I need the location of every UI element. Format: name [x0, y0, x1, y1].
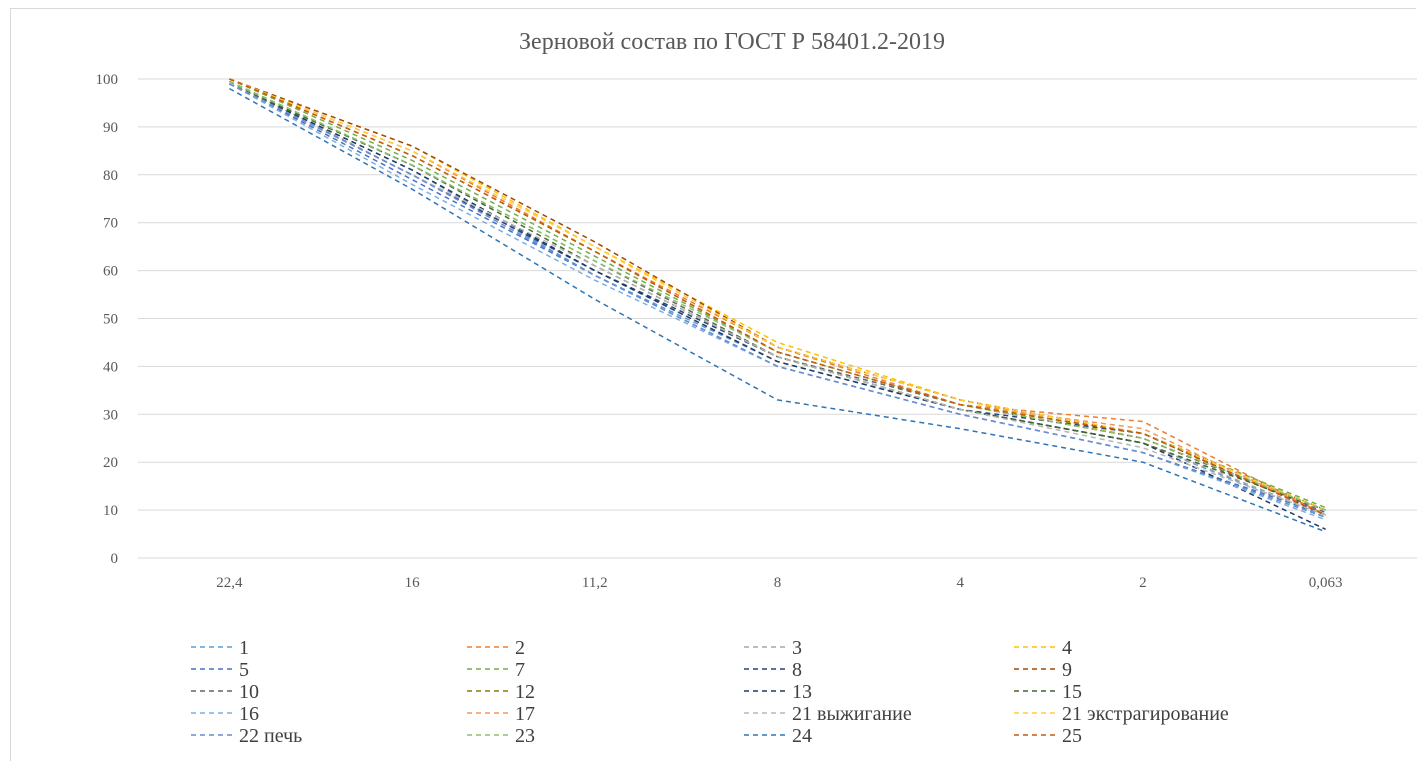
legend-item: 2 — [467, 637, 525, 659]
legend-label: 1 — [239, 637, 249, 659]
y-tick-label: 100 — [96, 72, 119, 88]
chart-frame: Зерновой состав по ГОСТ Р 58401.2-2019 0… — [10, 8, 1417, 761]
chart-canvas: Зерновой состав по ГОСТ Р 58401.2-2019 0… — [96, 29, 1417, 747]
legend-item: 17 — [467, 703, 535, 725]
chart-title: Зерновой состав по ГОСТ Р 58401.2-2019 — [519, 29, 945, 55]
legend-item: 23 — [467, 725, 535, 747]
legend-item: 21 выжигание — [744, 703, 912, 725]
x-tick-label: 22,4 — [216, 575, 243, 591]
x-tick-label: 4 — [956, 575, 964, 591]
series-line-13 — [229, 83, 1326, 530]
legend-label: 4 — [1062, 637, 1072, 659]
legend-item: 5 — [191, 659, 249, 681]
legend-label: 8 — [792, 659, 802, 681]
legend-label: 21 экстрагирование — [1062, 703, 1229, 725]
legend-item: 3 — [744, 637, 802, 659]
y-tick-label: 50 — [103, 312, 118, 328]
legend-item: 25 — [1014, 725, 1082, 747]
y-tick-label: 70 — [103, 216, 118, 232]
legend-label: 24 — [792, 725, 812, 747]
legend-item: 21 экстрагирование — [1014, 703, 1229, 725]
series-line-7 — [229, 78, 1326, 509]
series-line-23 — [229, 80, 1326, 511]
legend-item: 24 — [744, 725, 812, 747]
legend-label: 10 — [239, 681, 259, 703]
legend-label: 21 выжигание — [792, 703, 912, 725]
y-tick-label: 10 — [103, 503, 118, 519]
legend-label: 15 — [1062, 681, 1082, 703]
legend-label: 7 — [515, 659, 525, 681]
legend-label: 23 — [515, 725, 535, 747]
legend-label: 5 — [239, 659, 249, 681]
legend-item: 1 — [191, 637, 249, 659]
series-line-25 — [229, 78, 1326, 516]
y-tick-label: 40 — [103, 359, 118, 375]
series-line-21-выжигание — [229, 83, 1326, 516]
legend-label: 22 печь — [239, 725, 302, 747]
legend-label: 12 — [515, 681, 535, 703]
legend-label: 3 — [792, 637, 802, 659]
x-tick-label: 8 — [774, 575, 782, 591]
series-lines — [229, 78, 1326, 533]
legend-label: 2 — [515, 637, 525, 659]
legend-item: 13 — [744, 681, 812, 703]
gridlines — [138, 78, 1417, 559]
legend-label: 25 — [1062, 725, 1082, 747]
legend-item: 9 — [1014, 659, 1072, 681]
y-tick-label: 90 — [103, 120, 118, 136]
x-tick-label: 11,2 — [582, 575, 608, 591]
legend-item: 4 — [1014, 637, 1072, 659]
legend-item: 8 — [744, 659, 802, 681]
legend-label: 17 — [515, 703, 535, 725]
legend-item: 15 — [1014, 681, 1082, 703]
legend-item: 22 печь — [191, 725, 302, 747]
x-tick-label: 2 — [1139, 575, 1147, 591]
x-axis-ticks: 22,4 16 11,2 8 4 2 0,063 — [216, 575, 1342, 591]
y-axis-ticks: 0 10 20 30 40 50 60 70 80 90 100 — [96, 72, 119, 567]
legend-label: 16 — [239, 703, 259, 725]
y-tick-label: 0 — [111, 551, 119, 567]
legend-item: 7 — [467, 659, 525, 681]
x-tick-label: 16 — [405, 575, 421, 591]
legend-item: 12 — [467, 681, 535, 703]
legend-item: 10 — [191, 681, 259, 703]
series-line-12 — [229, 78, 1326, 511]
legend-label: 13 — [792, 681, 812, 703]
series-line-10 — [229, 80, 1326, 514]
series-line-24 — [229, 87, 1326, 533]
series-line-21-экстрагирование — [229, 78, 1326, 511]
y-tick-label: 20 — [103, 455, 118, 471]
legend-label: 9 — [1062, 659, 1072, 681]
y-tick-label: 80 — [103, 168, 118, 184]
series-line-4 — [229, 78, 1326, 511]
legend-item: 16 — [191, 703, 259, 725]
x-tick-label: 0,063 — [1309, 575, 1343, 591]
y-tick-label: 60 — [103, 264, 118, 280]
series-line-22-печь — [229, 83, 1326, 519]
y-tick-label: 30 — [103, 407, 118, 423]
